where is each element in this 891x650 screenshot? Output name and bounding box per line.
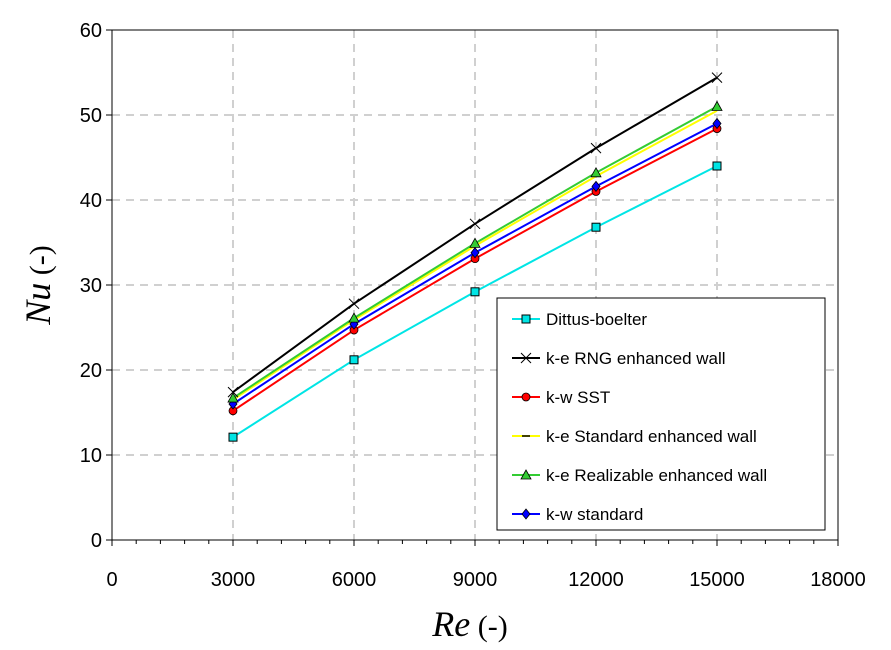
legend-label: k-w standard bbox=[546, 505, 643, 524]
data-point-diamond bbox=[470, 247, 480, 259]
data-point-square bbox=[470, 287, 480, 297]
data-point-x bbox=[520, 352, 532, 364]
x-tick-label: 6000 bbox=[332, 569, 377, 591]
data-point-square bbox=[349, 355, 359, 365]
data-point-x bbox=[590, 142, 602, 154]
data-point-circle bbox=[521, 392, 531, 402]
x-tick-label: 9000 bbox=[453, 569, 498, 591]
y-tick-label: 40 bbox=[80, 190, 102, 212]
legend-label: k-e Realizable enhanced wall bbox=[546, 466, 767, 485]
legend-label: Dittus-boelter bbox=[546, 310, 647, 329]
data-point-x bbox=[711, 72, 723, 83]
data-point-triangle bbox=[711, 100, 723, 111]
data-point-diamond bbox=[521, 508, 531, 520]
y-tick-label: 60 bbox=[80, 20, 102, 42]
x-tick-label: 12000 bbox=[568, 569, 624, 591]
x-axis-label: Re (-) bbox=[431, 604, 507, 644]
y-tick-label: 0 bbox=[91, 530, 102, 552]
x-tick-label: 18000 bbox=[810, 569, 866, 591]
data-point-square bbox=[591, 222, 601, 232]
data-point-triangle bbox=[520, 469, 532, 480]
data-point-diamond bbox=[591, 180, 601, 193]
data-point-square bbox=[228, 432, 238, 442]
data-point-triangle bbox=[469, 237, 481, 248]
legend-label: k-e RNG enhanced wall bbox=[546, 349, 726, 368]
x-tick-label: 3000 bbox=[211, 569, 256, 591]
data-point-triangle bbox=[348, 312, 360, 323]
data-point-x bbox=[227, 386, 239, 398]
data-point-x bbox=[348, 298, 360, 310]
legend-label: k-e Standard enhanced wall bbox=[546, 427, 757, 446]
y-tick-label: 20 bbox=[80, 360, 102, 382]
data-point-square bbox=[521, 314, 531, 324]
plot-area-border bbox=[111, 29, 839, 541]
x-tick-label: 0 bbox=[106, 569, 117, 591]
y-axis-label: Nu (-) bbox=[18, 245, 58, 326]
data-point-diamond bbox=[712, 117, 722, 130]
data-point-square bbox=[712, 161, 722, 171]
data-point-triangle bbox=[227, 392, 239, 403]
y-tick-label: 50 bbox=[80, 105, 102, 127]
y-tick-label: 10 bbox=[80, 445, 102, 467]
data-point-triangle bbox=[590, 166, 602, 178]
legend-label: k-w SST bbox=[546, 388, 610, 407]
y-tick-label: 30 bbox=[80, 275, 102, 297]
legend-box bbox=[496, 297, 826, 531]
x-tick-label: 15000 bbox=[689, 569, 745, 591]
data-point-x bbox=[469, 218, 481, 230]
